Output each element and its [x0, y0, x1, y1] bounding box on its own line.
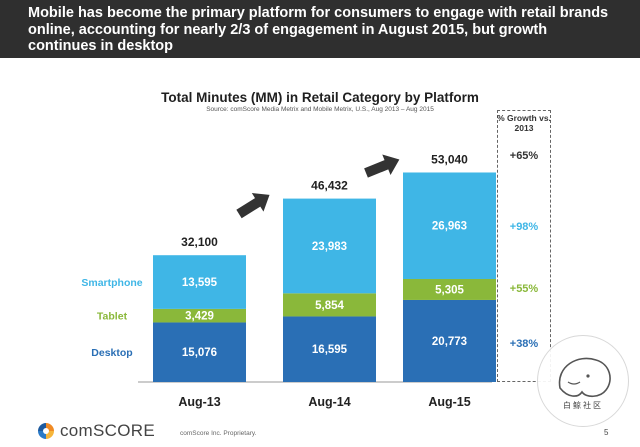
data-label-desktop: 15,076 [182, 347, 217, 359]
data-label-tablet: 5,305 [435, 284, 464, 296]
page-number: 5 [604, 428, 609, 437]
legend-label-desktop: Desktop [91, 347, 132, 359]
chart-source: Source: comScore Media Metrix and Mobile… [206, 106, 434, 113]
growth-tablet-value: +55% [509, 283, 539, 295]
growth-box [497, 110, 551, 382]
comscore-logo-text: comSCORE [60, 421, 155, 440]
bar-segment-tablet [403, 278, 496, 300]
comscore-logo-icon [38, 423, 54, 439]
total-label: 53,040 [431, 152, 468, 166]
data-label-tablet: 3,429 [185, 311, 214, 323]
x-tick-label: Aug-13 [178, 395, 220, 409]
legend-label-smartphone: Smartphone [81, 277, 142, 289]
footer-note: comScore Inc. Proprietary. [180, 430, 257, 437]
legend-label-tablet: Tablet [97, 311, 128, 323]
growth-desktop-value: +38% [509, 338, 539, 350]
total-label: 46,432 [311, 179, 348, 193]
bar-segment-smartphone [153, 255, 246, 309]
x-tick-label: Aug-15 [428, 395, 470, 409]
slide-headline: Mobile has become the primary platform f… [28, 5, 609, 54]
growth-arrow-icon [236, 193, 270, 219]
bar-segment-desktop [153, 322, 246, 382]
bar-segment-smartphone [403, 172, 496, 279]
data-label-desktop: 20,773 [432, 336, 467, 348]
growth-header: % Growth vs. 2013 [497, 113, 551, 133]
data-label-desktop: 16,595 [312, 344, 348, 356]
comscore-logo: comSCORE [38, 420, 155, 442]
data-label-smartphone: 13,595 [182, 277, 218, 289]
data-label-smartphone: 26,963 [432, 221, 467, 233]
data-label-tablet: 5,854 [315, 300, 344, 312]
bar-segment-tablet [283, 293, 376, 317]
watermark-text: 白鲸社区 [563, 401, 603, 410]
growth-smartphone-value: +98% [509, 221, 539, 233]
data-label-smartphone: 23,983 [312, 241, 347, 253]
bar-segment-desktop [403, 299, 496, 382]
chart-title: Total Minutes (MM) in Retail Category by… [161, 90, 479, 105]
bar-segment-smartphone [283, 198, 376, 294]
watermark-whale-icon: 白鲸社区 [537, 335, 629, 427]
bar-segment-tablet [153, 308, 246, 323]
slide-header: Mobile has become the primary platform f… [0, 0, 640, 58]
bar-segment-desktop [283, 316, 376, 382]
x-tick-label: Aug-14 [308, 395, 350, 409]
growth-arrow-icon [364, 154, 400, 178]
total-label: 32,100 [181, 235, 218, 249]
growth-total-value: +65% [509, 150, 539, 162]
